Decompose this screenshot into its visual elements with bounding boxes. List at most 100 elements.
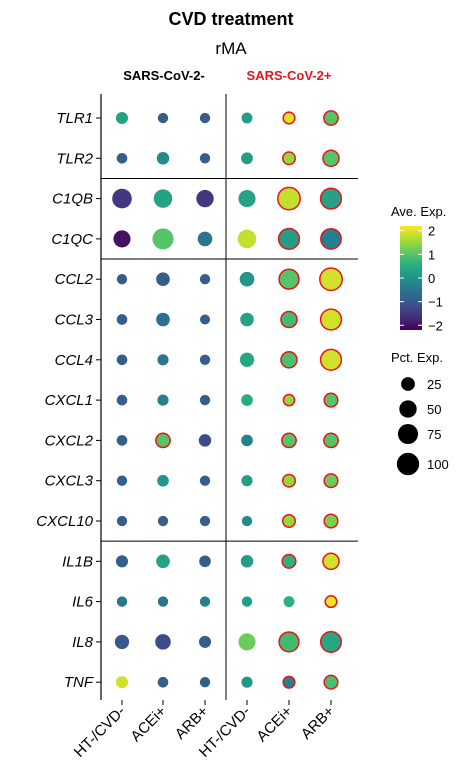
x-label-5: ARB+ — [298, 703, 338, 743]
x-label-2: ARB+ — [172, 703, 212, 743]
dot-il6-4 — [283, 596, 295, 608]
gene-label-il8: IL8 — [72, 634, 94, 651]
dot-cxcl1-0 — [116, 394, 128, 406]
dot-cxcl10-3 — [241, 515, 253, 527]
dot-il6-3 — [241, 596, 253, 607]
dot-c1qb-3 — [238, 190, 256, 208]
dot-ccl3-5 — [319, 308, 343, 331]
dot-c1qc-3 — [237, 229, 257, 249]
dot-cxcl3-3 — [241, 475, 253, 487]
dot-c1qb-4 — [277, 186, 301, 211]
size-legend-dot-100 — [396, 452, 420, 476]
color-legend-title: Ave. Exp. — [391, 204, 446, 219]
dot-il8-4 — [278, 631, 300, 653]
dot-tlr1-4 — [282, 111, 296, 125]
dot-ccl3-0 — [116, 314, 128, 325]
x-axis-labels: HT-/CVD-ACEi+ ARB+HT-/CVD- ACEi+ ARB+ — [71, 703, 338, 761]
dot-c1qb-5 — [319, 187, 343, 210]
color-tick-label: 1 — [428, 247, 435, 262]
dot-tlr2-3 — [241, 152, 253, 165]
plot-frame — [100, 94, 358, 705]
dot-cxcl2-0 — [116, 435, 128, 446]
dot-tlr2-1 — [156, 152, 170, 165]
dot-cxcl3-4 — [282, 473, 296, 488]
dot-tlr1-1 — [157, 112, 169, 124]
dot-tnf-3 — [241, 676, 253, 688]
dot-tlr2-0 — [116, 152, 128, 164]
gene-label-ccl2: CCL2 — [55, 271, 94, 288]
gene-label-cxcl10: CXCL10 — [36, 513, 93, 530]
color-legend-bar — [400, 226, 422, 330]
dot-tlr2-2 — [199, 153, 211, 164]
color-legend-ticks: 2 1 0 −1 −2 — [400, 224, 443, 333]
dot-tnf-1 — [157, 676, 169, 688]
dot-ccl4-1 — [157, 354, 169, 366]
dot-ccl4-5 — [319, 348, 343, 371]
dot-cxcl1-2 — [199, 394, 211, 406]
dot-c1qb-2 — [196, 189, 214, 208]
size-legend-label: 50 — [427, 402, 441, 417]
size-legend-label: 25 — [427, 377, 441, 392]
dot-cxcl10-0 — [116, 515, 128, 527]
dot-ccl4-2 — [199, 354, 211, 365]
gene-label-il1b: IL1B — [62, 553, 93, 570]
dot-il8-5 — [319, 630, 343, 653]
color-tick-label: −2 — [428, 318, 443, 333]
dot-ccl2-0 — [116, 274, 128, 285]
dot-il1b-5 — [322, 552, 340, 571]
dot-ccl2-5 — [319, 267, 343, 292]
color-tick-label: 2 — [428, 224, 435, 239]
dot-marks — [112, 110, 343, 690]
dot-ccl4-0 — [116, 354, 128, 366]
dot-cxcl1-5 — [323, 392, 339, 408]
dot-cxcl10-4 — [282, 514, 296, 528]
dot-ccl3-1 — [156, 312, 170, 327]
dot-il6-0 — [116, 596, 128, 607]
dot-tnf-2 — [199, 677, 211, 688]
dot-tlr2-4 — [282, 151, 296, 166]
dot-c1qc-5 — [320, 227, 342, 250]
dot-il1b-4 — [281, 553, 297, 569]
size-legend: Pct. Exp. 25 50 75 100 — [391, 350, 449, 476]
gene-label-tnf: TNF — [64, 674, 94, 691]
gene-label-il6: IL6 — [72, 594, 94, 611]
dot-il1b-1 — [156, 554, 170, 569]
gene-label-ccl4: CCL4 — [55, 352, 93, 369]
size-legend-dot-25 — [401, 377, 415, 391]
dot-ccl3-3 — [240, 312, 254, 327]
dot-ccl4-3 — [239, 352, 255, 367]
x-label-1: ACEi+ — [127, 703, 170, 746]
dot-cxcl3-0 — [116, 475, 128, 486]
dot-il1b-0 — [115, 555, 129, 568]
color-legend: Ave. Exp. 2 1 0 −1 −2 — [391, 204, 446, 333]
size-legend-label: 100 — [427, 457, 449, 472]
color-tick-label: 0 — [428, 271, 435, 286]
dot-cxcl2-5 — [323, 432, 339, 449]
x-label-4: ACEi+ — [253, 703, 296, 746]
dot-cxcl3-1 — [157, 474, 169, 487]
chart-title: CVD treatment — [168, 9, 293, 29]
dot-il1b-3 — [240, 555, 254, 568]
dot-ccl3-4 — [280, 310, 298, 329]
dot-c1qb-0 — [112, 188, 132, 209]
size-legend-items: 25 50 75 100 — [396, 377, 449, 476]
color-tick-label: −1 — [428, 295, 443, 310]
chart-subtitle: rMA — [215, 39, 247, 58]
dot-ccl3-2 — [199, 314, 211, 325]
gene-label-ccl3: CCL3 — [55, 312, 94, 329]
dot-cxcl3-2 — [199, 475, 211, 486]
dot-cxcl1-3 — [241, 394, 253, 406]
dot-cxcl10-5 — [323, 513, 339, 529]
dot-il8-2 — [198, 635, 212, 648]
dot-ccl2-1 — [156, 272, 170, 287]
gene-label-c1qb: C1QB — [52, 191, 93, 208]
dot-cxcl2-1 — [155, 432, 171, 449]
dot-tnf-5 — [323, 674, 339, 690]
dot-cxcl2-4 — [281, 432, 297, 449]
dot-tnf-4 — [282, 675, 296, 689]
dot-tlr1-0 — [115, 111, 129, 125]
dot-tnf-0 — [115, 676, 129, 689]
dot-cxcl2-2 — [198, 434, 212, 447]
dot-tlr1-2 — [199, 112, 211, 124]
